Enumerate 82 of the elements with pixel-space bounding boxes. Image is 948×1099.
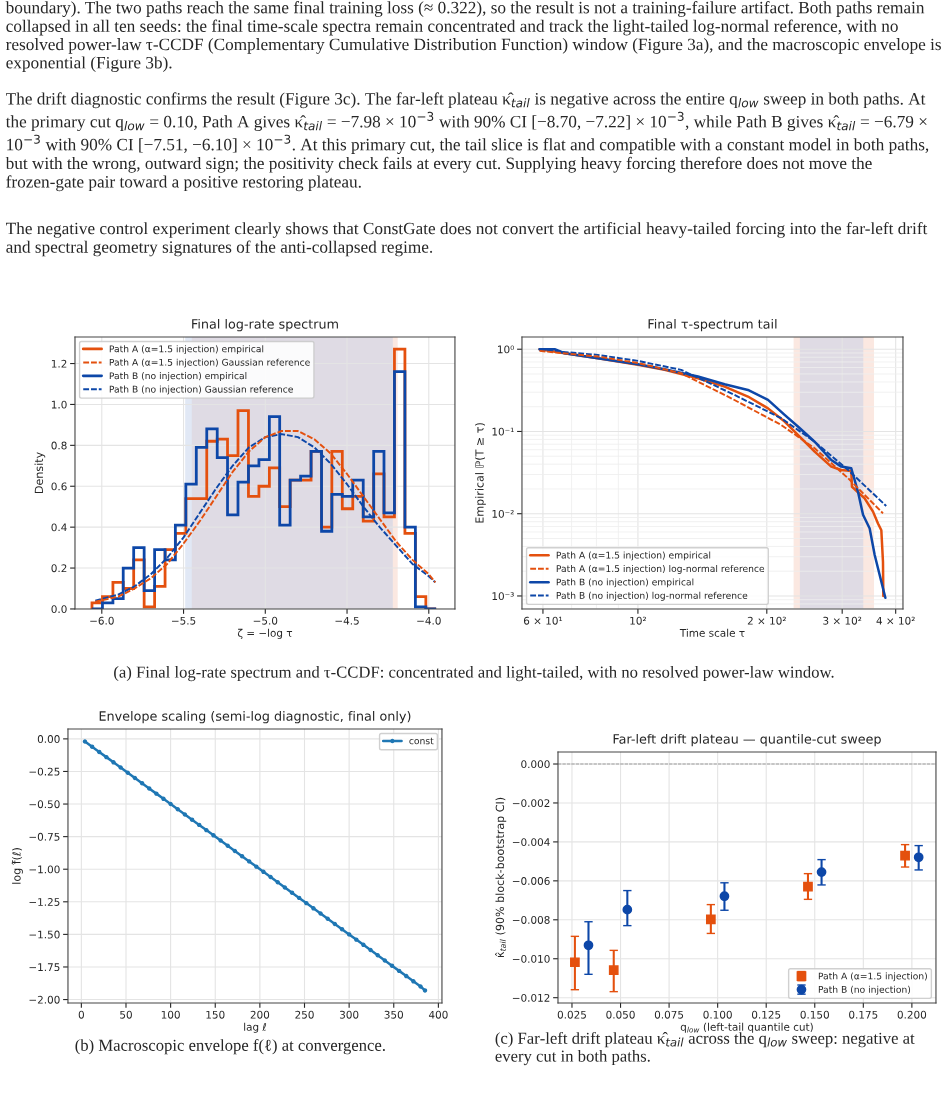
y-tick-label: −0.004 xyxy=(512,838,550,847)
x-tick-label: 0 xyxy=(78,1010,84,1019)
legend-label: Path B (no injection) empirical xyxy=(556,578,694,588)
y-tick-label: −0.010 xyxy=(512,954,550,963)
y-tick-label: −1.00 xyxy=(29,865,60,874)
x-tick-label: 0.025 xyxy=(557,1010,586,1019)
x-tick-label: 50 xyxy=(120,1010,132,1019)
y-tick-label: 10⁻¹ xyxy=(492,427,514,436)
y-tick-label: −0.008 xyxy=(512,916,550,924)
y-tick-label: −0.25 xyxy=(29,767,60,776)
x-tick-label: 0.100 xyxy=(703,1010,732,1019)
y-tick-label: 0.4 xyxy=(51,523,67,532)
y-tick-label: −1.75 xyxy=(29,963,60,972)
x-tick-label: 10² xyxy=(630,616,646,625)
y-tick-label: 1.0 xyxy=(51,400,67,409)
x-tick-label: −5.5 xyxy=(172,616,196,625)
x-axis-title: Time scale τ xyxy=(679,628,745,637)
chart-title: Far-left drift plateau — quantile-cut sweep xyxy=(613,733,881,747)
legend-label: const xyxy=(409,737,434,745)
x-tick-label: 100 xyxy=(161,1010,180,1019)
x-tick-label: 0.175 xyxy=(849,1010,878,1019)
text: The negative control experiment clearly shows that ConstGate does not convert the artificial heavy-tailed forcing into the far-left drift and spectral geometry signatures of the anti-collapsed regime. xyxy=(6,222,928,257)
text: (a) Final log-rate spectrum and τ-CCDF: concentrated and light-tailed, with no resolved power-law window. xyxy=(114,665,834,682)
y-tick-label: −0.50 xyxy=(29,800,60,809)
y-axis-title: Empirical ℙ(T ≥ τ) xyxy=(475,423,486,523)
x-tick-label: 400 xyxy=(428,1010,448,1019)
x-axis-title: ζ = −log τ xyxy=(237,628,293,639)
x-tick-label: 350 xyxy=(384,1010,404,1019)
text: (b) Macroscopic envelope f(ℓ) at convergence. xyxy=(75,1038,385,1055)
x-tick-label: 0.075 xyxy=(654,1010,684,1019)
x-tick-label: 3 × 10² xyxy=(823,616,862,625)
y-tick-label: −0.006 xyxy=(512,877,550,885)
legend-label: Path A (α=1.5 injection) empirical xyxy=(556,551,711,561)
text: boundary). The two paths reach the same final training loss (≈ 0.322), so the result is not a training-failure artifact. Both paths remain collapsed in all ten seeds: the final time-scale spectra remain concentrated and track the light-tailed log-normal reference, with no resolved power-law τ-CCDF (Complementary Cumulative Distribution Function) window (Figure 3a), and the macroscopic envelope is exponential (Figure 3b). xyxy=(5,1,941,73)
y-tick-label: 0.6 xyxy=(51,482,67,491)
y-axis-title: log f̂(ℓ) xyxy=(11,848,23,884)
x-tick-label: 0.125 xyxy=(751,1010,781,1019)
x-tick-label: 0.200 xyxy=(897,1010,927,1019)
y-tick-label: −0.75 xyxy=(29,832,60,841)
y-tick-label: 0.8 xyxy=(51,441,67,450)
y-axis-title: κ̂$_{tail}$ (90% block-bootstrap CI) xyxy=(495,797,507,958)
x-tick-label: −5.0 xyxy=(253,616,278,625)
chart-title: Final log-rate spectrum xyxy=(192,318,338,332)
x-axis-title: lag ℓ xyxy=(244,1022,267,1033)
x-tick-label: −4.5 xyxy=(335,616,359,625)
x-tick-label: −4.0 xyxy=(417,616,441,625)
legend-label: Path A (α=1.5 injection) empirical xyxy=(109,345,264,355)
x-tick-label: 150 xyxy=(206,1010,225,1019)
x-tick-label: 300 xyxy=(339,1010,359,1019)
y-tick-label: −0.002 xyxy=(512,799,550,808)
x-tick-label: 0.050 xyxy=(606,1010,635,1019)
y-tick-label: 0.2 xyxy=(51,564,67,573)
y-tick-label: 10⁻³ xyxy=(492,592,514,601)
x-tick-label: 250 xyxy=(295,1010,314,1019)
legend-label: Path B (no injection) empirical xyxy=(109,372,247,381)
legend-label: Path B (no injection) xyxy=(818,985,911,995)
legend-label: Path A (α=1.5 injection) xyxy=(818,972,927,982)
x-tick-label: 0.150 xyxy=(800,1010,829,1019)
y-tick-label: 0.00 xyxy=(37,735,60,743)
x-axis-title: q$_{low}$ (left-tail quantile cut) xyxy=(680,1022,813,1033)
x-tick-label: 4 × 10² xyxy=(876,616,915,625)
y-tick-label: 10⁰ xyxy=(498,345,514,354)
x-tick-label: −6.0 xyxy=(90,616,114,625)
y-tick-label: −1.25 xyxy=(29,898,60,906)
y-tick-label: −0.012 xyxy=(512,993,550,1002)
legend-label: Path A (α=1.5 injection) Gaussian reference xyxy=(109,358,310,368)
y-tick-label: −2.00 xyxy=(29,995,60,1004)
legend-label: Path A (α=1.5 injection) log-normal reference xyxy=(556,564,765,574)
x-tick-label: 2 × 10² xyxy=(747,616,786,625)
text: The drift diagnostic confirms the result (Figure 3c). The far-left plateau κ̂$_{tail}$ is negative across the entire q$_{low}$ sweep in both paths. At the primary cut q$_{low}$ = 0.10, Path A gives κ̂$_{tail}$ = −7.98 × 10$^{−3}$ with 90% CI [−8.70, −7.22] × 10$^{−3}$, while Path B gives κ̂$_{tail}$ = −6.79 × 10$^{−3}$ with 90% CI [−7.51, −6.10] × 10$^{−3}$. At this primary cut, the tail slice is flat and compatible with a constant model in both paths, but with the wrong, outward sign; the positivity check fails at every cut. Supplying heavy forcing therefore does not move the frozen-gate pair toward a positive restoring plateau. xyxy=(5,92,929,192)
chart-title: Final τ-spectrum tail xyxy=(648,318,777,332)
y-tick-label: 10⁻² xyxy=(492,509,514,518)
legend-label: Path B (no injection) log-normal reference xyxy=(556,591,748,601)
y-tick-label: 1.2 xyxy=(51,359,67,368)
y-tick-label: 0.000 xyxy=(521,760,550,769)
chart-title: Envelope scaling (semi-log diagnostic, final only) xyxy=(99,710,411,724)
x-tick-label: 200 xyxy=(250,1010,270,1019)
y-axis-title: Density xyxy=(34,452,46,493)
x-tick-label: 6 × 10¹ xyxy=(523,616,563,625)
y-tick-label: 0.0 xyxy=(51,605,67,614)
y-tick-label: −1.50 xyxy=(29,930,60,939)
legend-label: Path B (no injection) Gaussian reference xyxy=(109,385,293,395)
